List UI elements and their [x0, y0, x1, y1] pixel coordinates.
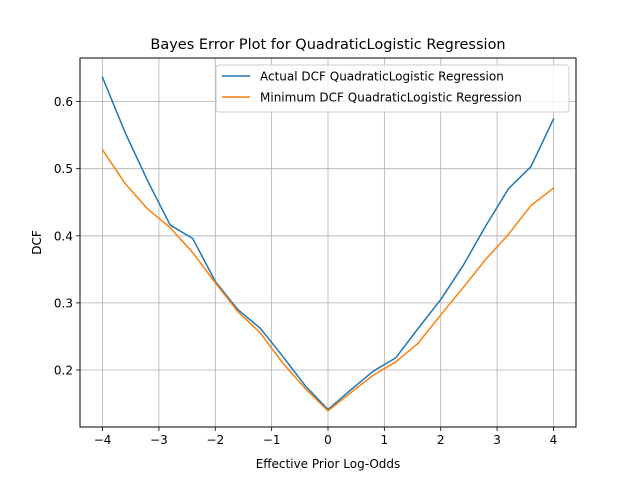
legend-label-actual-dcf: Actual DCF QuadraticLogistic Regression: [260, 70, 504, 84]
x-tick-label: 3: [493, 433, 501, 447]
y-tick-label: 0.3: [54, 296, 73, 310]
y-tick-label: 0.4: [54, 229, 73, 243]
x-tick-label: −2: [206, 433, 224, 447]
x-axis-ticks: −4 −3 −2 −1 0 1 2 3 4: [94, 427, 558, 447]
y-tick-label: 0.5: [54, 162, 73, 176]
y-axis-label: DCF: [30, 230, 44, 255]
x-tick-label: 4: [550, 433, 558, 447]
y-axis-ticks: 0.2 0.3 0.4 0.5 0.6: [54, 95, 80, 377]
y-tick-label: 0.2: [54, 363, 73, 377]
x-tick-label: −1: [263, 433, 281, 447]
x-tick-label: 1: [381, 433, 389, 447]
series-lines: [101, 76, 555, 412]
x-tick-label: −4: [94, 433, 112, 447]
legend-box: [215, 64, 570, 113]
series-line-actual-dcf: [101, 76, 555, 411]
chart-title: Bayes Error Plot for QuadraticLogistic R…: [150, 37, 505, 53]
legend-label-min-dcf: Minimum DCF QuadraticLogistic Regression: [260, 91, 522, 105]
y-tick-label: 0.6: [54, 95, 73, 109]
legend: Actual DCF QuadraticLogistic Regression …: [215, 64, 570, 113]
x-tick-label: 2: [437, 433, 445, 447]
x-axis-label: Effective Prior Log-Odds: [256, 457, 401, 471]
x-tick-label: 0: [324, 433, 332, 447]
x-tick-label: −3: [150, 433, 168, 447]
series-line-min-dcf: [101, 148, 555, 412]
